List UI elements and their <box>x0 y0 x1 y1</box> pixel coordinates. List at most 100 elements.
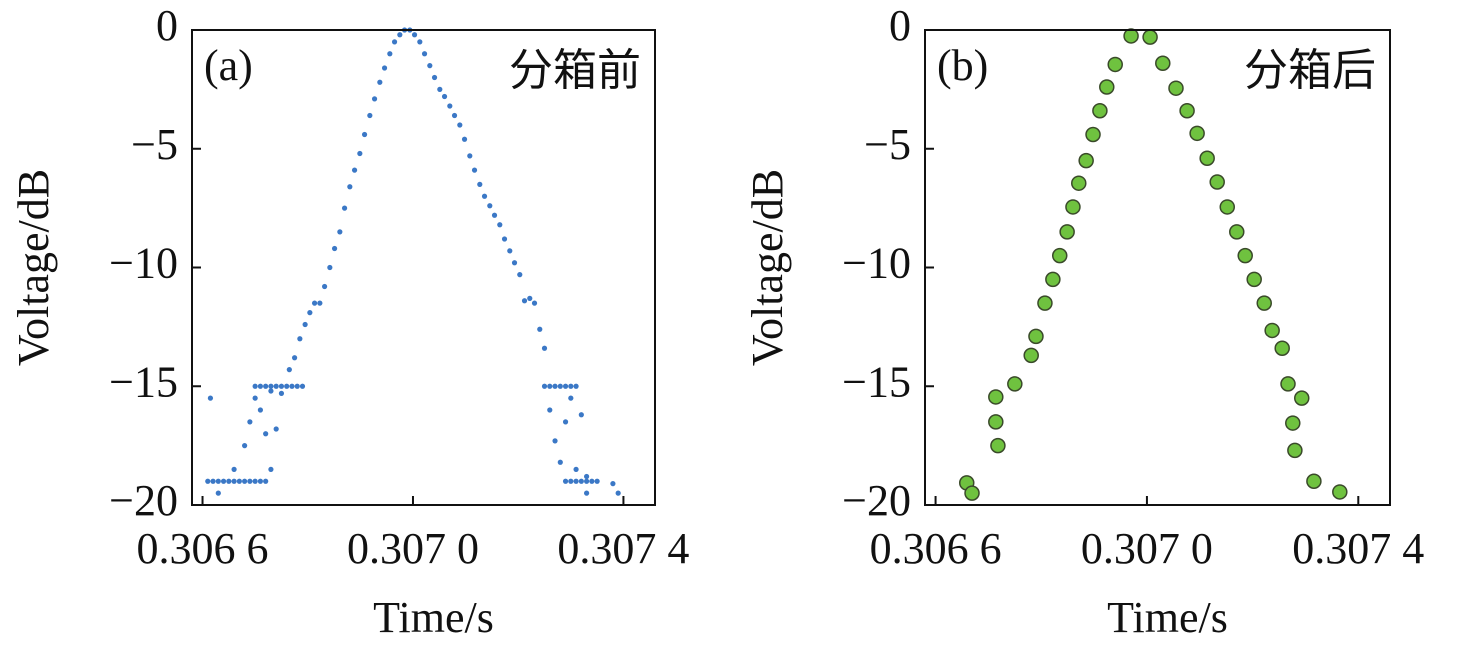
data-point <box>497 222 503 228</box>
data-point <box>427 63 433 69</box>
data-point <box>1256 295 1272 311</box>
data-point <box>1306 473 1322 489</box>
data-point <box>242 478 248 484</box>
data-point <box>361 131 368 138</box>
x-tick-label: 0.306 6 <box>870 524 1002 573</box>
data-point <box>391 39 398 45</box>
data-point <box>1219 199 1235 215</box>
y-tick-label: −15 <box>842 357 911 406</box>
data-point <box>1179 103 1195 119</box>
data-point <box>517 272 523 278</box>
data-point <box>263 478 269 484</box>
data-point <box>327 264 333 271</box>
data-point <box>289 383 295 389</box>
y-tick-label: −20 <box>109 476 178 525</box>
data-point <box>286 367 292 373</box>
data-point <box>210 478 216 484</box>
data-point <box>1246 271 1262 288</box>
data-point <box>367 112 373 119</box>
data-point <box>347 184 353 190</box>
data-point <box>1099 79 1115 95</box>
data-point <box>1237 247 1253 264</box>
data-point <box>1199 150 1215 166</box>
data-point <box>431 74 438 81</box>
panel-label: (b) <box>937 41 988 90</box>
data-point <box>487 203 493 209</box>
data-point <box>311 300 318 306</box>
data-point <box>263 431 269 437</box>
data-point <box>247 478 253 484</box>
data-point <box>1059 224 1075 240</box>
data-point <box>568 478 574 484</box>
data-point <box>1285 415 1301 431</box>
data-point <box>451 112 458 119</box>
data-point <box>1078 152 1094 169</box>
y-tick-label: 0 <box>156 1 178 50</box>
data-point <box>1023 347 1039 364</box>
data-point <box>215 478 221 484</box>
data-point <box>1028 328 1044 345</box>
data-point <box>562 419 569 425</box>
data-point <box>1294 390 1310 406</box>
data-point <box>1229 224 1245 240</box>
data-point <box>268 383 274 389</box>
panel-label: (a) <box>204 41 253 90</box>
data-point <box>557 459 563 465</box>
data-point <box>1168 80 1184 96</box>
data-point <box>341 205 348 211</box>
data-point <box>573 383 579 389</box>
data-point <box>1037 295 1053 311</box>
data-point <box>252 395 258 401</box>
data-point <box>397 32 403 38</box>
data-point <box>573 478 579 484</box>
data-point <box>615 490 621 496</box>
data-point <box>531 300 538 306</box>
data-point <box>589 478 595 484</box>
data-point <box>205 478 211 484</box>
data-point <box>1007 376 1023 392</box>
data-point <box>1189 125 1205 142</box>
data-point <box>236 478 242 484</box>
data-point <box>1065 199 1081 215</box>
axes-box <box>924 29 1391 506</box>
data-point <box>371 96 378 102</box>
data-point <box>273 426 279 432</box>
data-point <box>537 326 543 332</box>
data-point <box>964 485 980 501</box>
data-point <box>541 383 548 389</box>
data-point <box>317 300 323 306</box>
data-point <box>1045 271 1061 288</box>
data-point <box>1280 376 1296 392</box>
data-point <box>1209 174 1225 190</box>
data-point <box>467 153 473 159</box>
data-point <box>278 383 285 389</box>
data-point <box>1155 55 1171 71</box>
data-point <box>557 383 563 389</box>
data-point <box>299 383 306 389</box>
data-point <box>273 383 279 389</box>
data-point <box>291 355 298 361</box>
x-tick-label: 0.307 4 <box>557 524 689 573</box>
data-point <box>541 345 548 351</box>
x-axis-title: Time/s <box>373 593 494 642</box>
data-point <box>411 32 418 38</box>
data-point <box>461 136 468 142</box>
data-point <box>441 93 448 100</box>
data-point <box>568 383 574 389</box>
data-point <box>307 310 313 316</box>
data-point <box>387 51 393 57</box>
data-point <box>1107 56 1123 73</box>
data-point <box>1332 484 1348 500</box>
data-point <box>990 437 1006 454</box>
data-point <box>988 414 1004 430</box>
data-point <box>481 193 488 199</box>
y-tick-label: −20 <box>842 476 911 525</box>
data-point <box>207 395 214 401</box>
data-point <box>268 388 274 394</box>
y-tick-label: −15 <box>109 357 178 406</box>
data-point <box>242 443 248 449</box>
data-point <box>257 407 263 413</box>
x-tick-label: 0.307 0 <box>347 524 479 573</box>
data-point <box>284 383 290 389</box>
